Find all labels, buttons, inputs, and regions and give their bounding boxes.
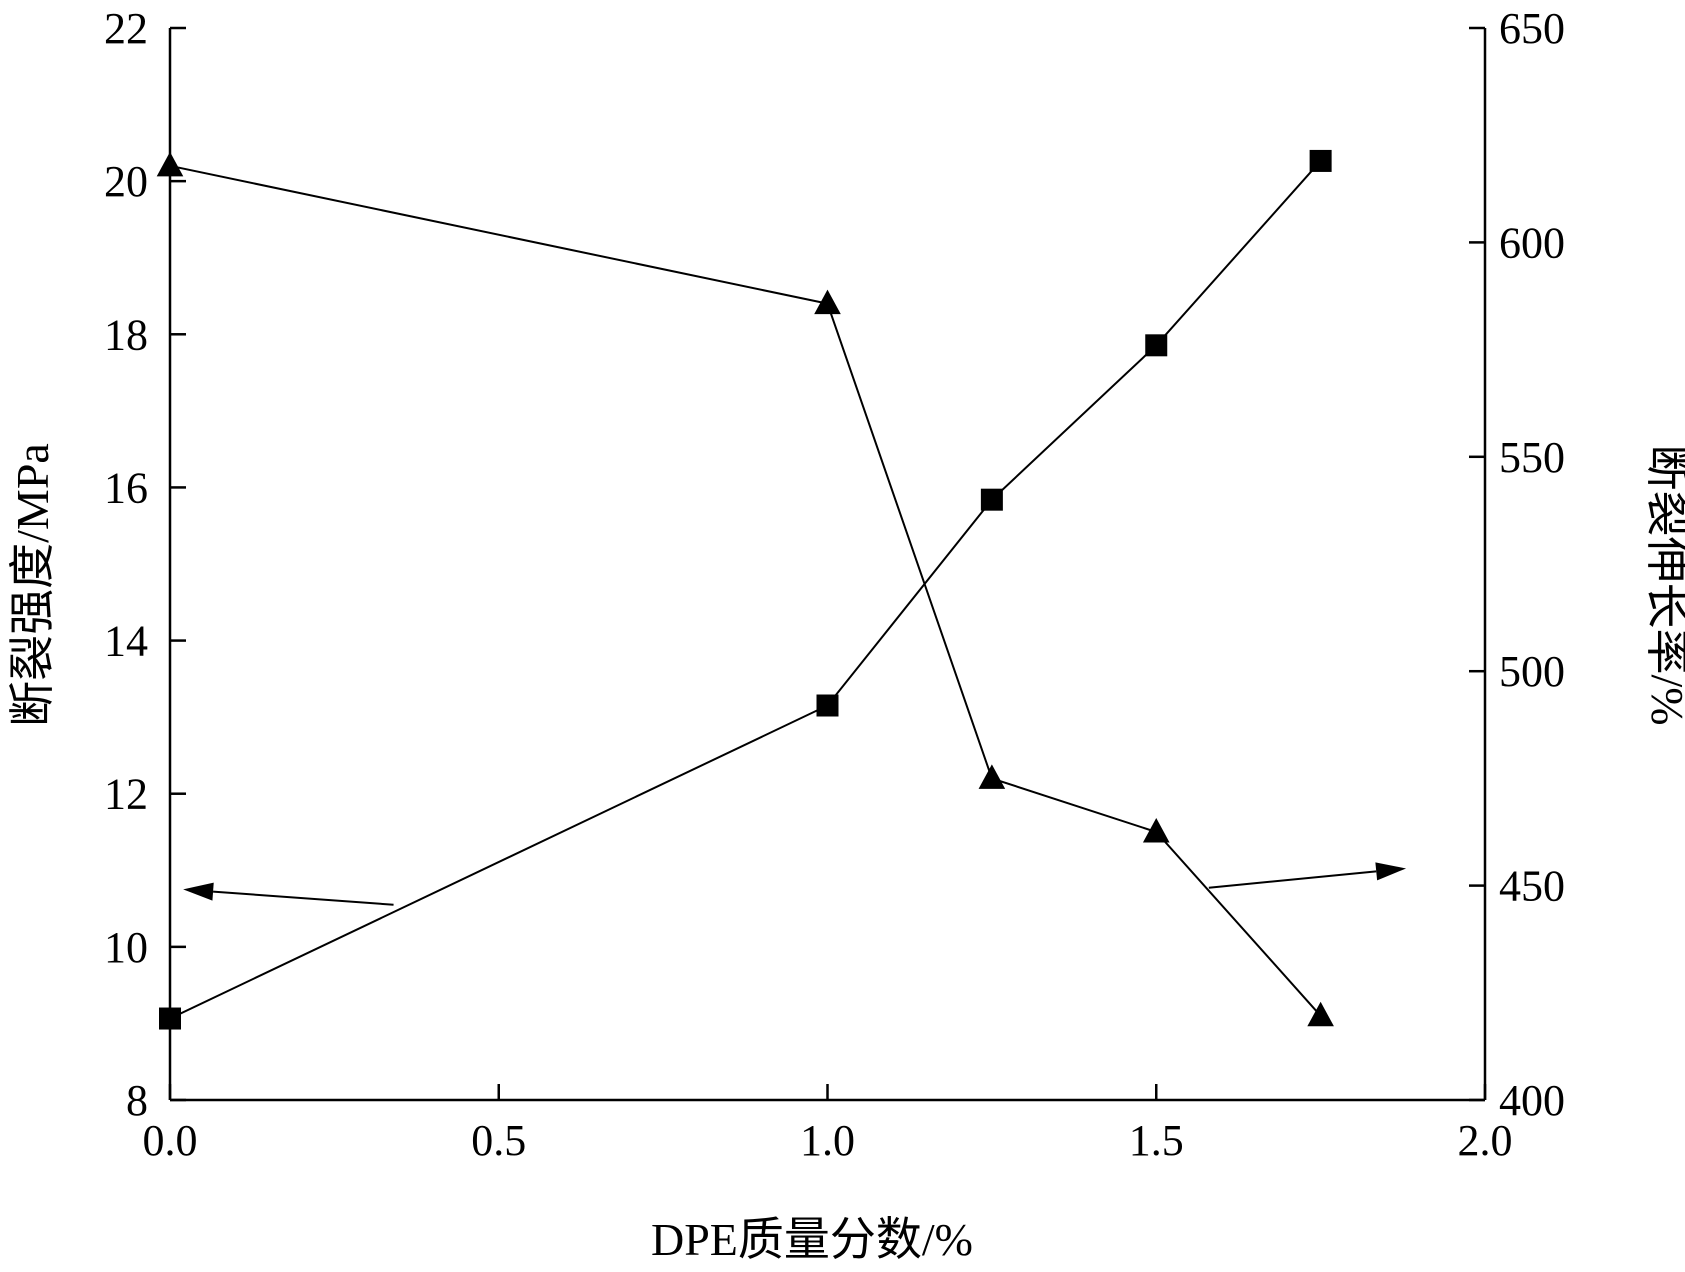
x-tick-label: 0.5 bbox=[471, 1116, 526, 1165]
series-layer bbox=[156, 149, 1334, 1030]
strength-triangle-marker bbox=[1307, 1001, 1334, 1027]
arrow-to-right-axis-head bbox=[1375, 862, 1407, 881]
right-y-tick-label: 400 bbox=[1499, 1076, 1565, 1125]
axis-pointer-arrows bbox=[183, 862, 1407, 906]
left-y-tick-label: 18 bbox=[104, 310, 148, 359]
right-y-tick-label: 550 bbox=[1499, 433, 1565, 482]
left-y-tick-label: 16 bbox=[104, 463, 148, 512]
x-tick-label: 0.0 bbox=[143, 1116, 198, 1165]
right-y-tick-label: 600 bbox=[1499, 218, 1565, 267]
x-axis-ticks: 0.0 0.5 1.0 1.5 2.0 bbox=[143, 1084, 1513, 1165]
arrow-to-left-axis-shaft bbox=[212, 890, 394, 906]
axes bbox=[168, 28, 1487, 1102]
arrow-to-right-axis-shaft bbox=[1208, 870, 1377, 889]
elongation-square-marker bbox=[1145, 334, 1168, 357]
left-y-tick-label: 20 bbox=[104, 157, 148, 206]
left-y-tick-label: 10 bbox=[104, 923, 148, 972]
strength-triangle-marker bbox=[1142, 818, 1170, 843]
x-tick-label: 2.0 bbox=[1458, 1116, 1513, 1165]
strength-series-line bbox=[169, 164, 1322, 1017]
elongation-square-marker bbox=[980, 488, 1003, 511]
right-y-axis-ticks: 400 450 500 550 600 650 bbox=[1469, 4, 1565, 1125]
arrow-to-left-axis-head bbox=[183, 882, 214, 901]
right-y-tick-label: 500 bbox=[1499, 647, 1565, 696]
right-y-tick-label: 650 bbox=[1499, 4, 1565, 53]
left-y-axis-ticks: 8 10 12 14 16 18 20 22 bbox=[104, 4, 186, 1125]
elongation-square-marker bbox=[816, 694, 839, 717]
strength-triangle-marker bbox=[978, 764, 1006, 789]
left-y-tick-label: 8 bbox=[126, 1076, 148, 1125]
left-y-tick-label: 14 bbox=[104, 617, 148, 666]
elongation-square-marker bbox=[159, 1007, 181, 1030]
right-y-tick-label: 450 bbox=[1499, 862, 1565, 911]
strength-triangle-marker bbox=[814, 289, 841, 315]
right-y-axis-title: 断裂伸长率/% bbox=[1642, 444, 1685, 725]
elongation-square-marker bbox=[1309, 149, 1332, 172]
x-tick-label: 1.5 bbox=[1129, 1116, 1184, 1165]
x-tick-label: 1.0 bbox=[800, 1116, 855, 1165]
left-y-tick-label: 12 bbox=[104, 770, 148, 819]
left-y-axis-title: 断裂强度/MPa bbox=[7, 443, 58, 727]
x-axis-title: DPE质量分数/% bbox=[651, 1214, 973, 1265]
elongation-series-line bbox=[169, 160, 1322, 1020]
strength-triangle-marker bbox=[156, 151, 184, 177]
left-y-tick-label: 22 bbox=[104, 4, 148, 53]
